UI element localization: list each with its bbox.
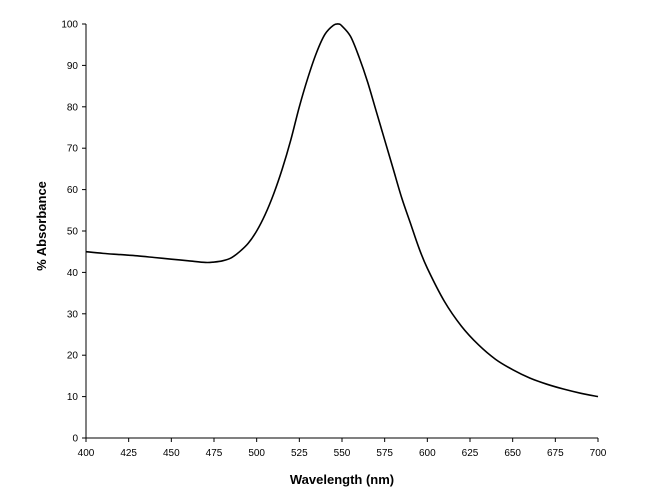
absorbance-curve [85, 23, 599, 398]
x-tick-label: 450 [163, 448, 180, 459]
y-tick-label: 90 [67, 61, 79, 72]
x-tick-label: 575 [376, 448, 393, 459]
y-tick-label: 10 [67, 392, 79, 403]
y-tick-label: 0 [72, 434, 78, 445]
y-tick-label: 40 [67, 268, 79, 279]
x-tick-label: 425 [120, 448, 137, 459]
x-tick-label: 475 [206, 448, 223, 459]
x-tick-label: 400 [78, 448, 95, 459]
x-axis-title: Wavelength (nm) [290, 472, 394, 487]
x-tick-label: 550 [334, 448, 351, 459]
x-tick-label: 675 [547, 448, 564, 459]
axes [85, 24, 598, 439]
y-tick-label: 80 [67, 102, 79, 113]
x-ticks: 400 425 450 475 500 525 550 575 600 625 650 675 700 [78, 438, 607, 459]
y-axis-title: % Absorbance [34, 181, 49, 271]
y-tick-label: 100 [61, 20, 78, 31]
y-tick-label: 20 [67, 351, 79, 362]
x-tick-label: 500 [248, 448, 265, 459]
x-tick-label: 650 [504, 448, 521, 459]
y-tick-label: 60 [67, 185, 79, 196]
y-tick-label: 50 [67, 227, 79, 238]
x-tick-label: 525 [291, 448, 308, 459]
y-tick-label: 70 [67, 144, 79, 155]
y-ticks: 0 10 20 30 40 50 60 70 80 90 100 [61, 20, 86, 445]
y-tick-label: 30 [67, 309, 79, 320]
x-tick-label: 700 [590, 448, 607, 459]
x-tick-label: 600 [419, 448, 436, 459]
x-tick-label: 625 [462, 448, 479, 459]
